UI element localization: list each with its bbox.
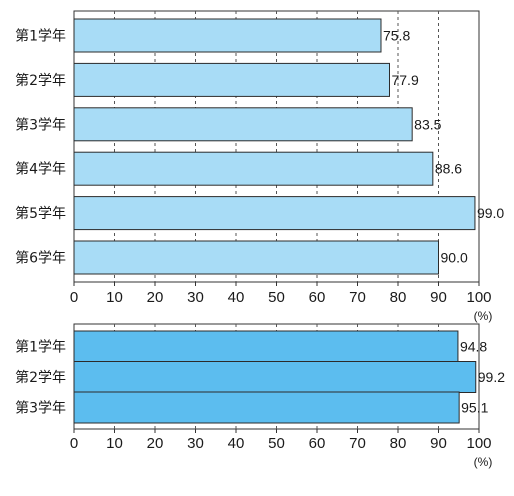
chart2-group: 0 10 20 30 40 50 60 70 80 90 100 (%) 第1学年 94.8 第2学年 99.… — [15, 323, 505, 469]
chart1-group: 0 10 20 30 40 50 60 70 80 90 100 (%) 第1学年 75.8 第2学年 77.… — [15, 10, 504, 323]
chart2-x-tick-label: 90 — [430, 435, 447, 452]
chart1-value-label: 83.5 — [414, 116, 441, 132]
chart2-value-label: 94.8 — [460, 339, 487, 355]
chart1-bar — [73, 240, 439, 275]
chart1-x-tick-label: 30 — [187, 289, 204, 306]
chart1-category-label: 第5学年 — [15, 205, 66, 222]
chart1-bar — [73, 196, 476, 231]
chart1-bar — [73, 107, 413, 142]
chart2-x-tick-label: 30 — [187, 435, 204, 452]
chart1-bar — [73, 18, 382, 53]
chart1-value-label: 88.6 — [435, 161, 462, 177]
chart2-value-label: 99.2 — [478, 369, 505, 385]
chart1-unit-label: (%) — [474, 309, 493, 323]
chart1-x-tick-label: 60 — [309, 289, 326, 306]
chart2-bar — [73, 391, 460, 424]
chart2-category-label: 第3学年 — [15, 400, 66, 417]
chart2-x-tick-label: 60 — [309, 435, 326, 452]
chart2-bar — [73, 361, 477, 393]
chart1-value-label: 75.8 — [383, 28, 410, 44]
chart2-category-label: 第1学年 — [15, 339, 66, 356]
chart1-category-label: 第2学年 — [15, 72, 66, 89]
chart1-category-label: 第4学年 — [15, 161, 66, 178]
chart2-x-tick-label: 10 — [106, 435, 123, 452]
chart1-bar — [73, 151, 434, 186]
chart2-category-label: 第2学年 — [15, 369, 66, 386]
chart1-bar — [73, 62, 390, 97]
chart2-x-tick-label: 20 — [147, 435, 164, 452]
chart1-value-label: 99.0 — [477, 205, 504, 221]
chart1-x-tick-label: 0 — [70, 289, 78, 306]
chart1-x-tick-label: 50 — [268, 289, 285, 306]
chart1-x-tick-label: 20 — [147, 289, 164, 306]
chart2-x-tick-label: 40 — [228, 435, 245, 452]
chart1-x-tick-label: 80 — [390, 289, 407, 306]
chart2-value-label: 95.1 — [461, 400, 488, 416]
chart1-value-label: 77.9 — [391, 72, 418, 88]
chart1-x-tick-label: 100 — [466, 289, 491, 306]
chart2-x-tick-label: 0 — [70, 435, 78, 452]
chart1-x-tick-label: 70 — [349, 289, 366, 306]
chart2-x-tick-label: 50 — [268, 435, 285, 452]
chart1-value-label: 90.0 — [441, 250, 468, 266]
chart2-x-tick-label: 100 — [466, 435, 491, 452]
chart1-x-tick-label: 90 — [430, 289, 447, 306]
chart1-x-tick-label: 10 — [106, 289, 123, 306]
chart2-x-tick-label: 70 — [349, 435, 366, 452]
chart2-bar — [73, 330, 459, 363]
chart2-unit-label: (%) — [474, 455, 493, 469]
chart1-category-label: 第1学年 — [15, 28, 66, 45]
chart2-x-tick-label: 80 — [390, 435, 407, 452]
chart1-x-tick-label: 40 — [228, 289, 245, 306]
chart1-category-label: 第3学年 — [15, 116, 66, 133]
chart1-category-label: 第6学年 — [15, 250, 66, 267]
